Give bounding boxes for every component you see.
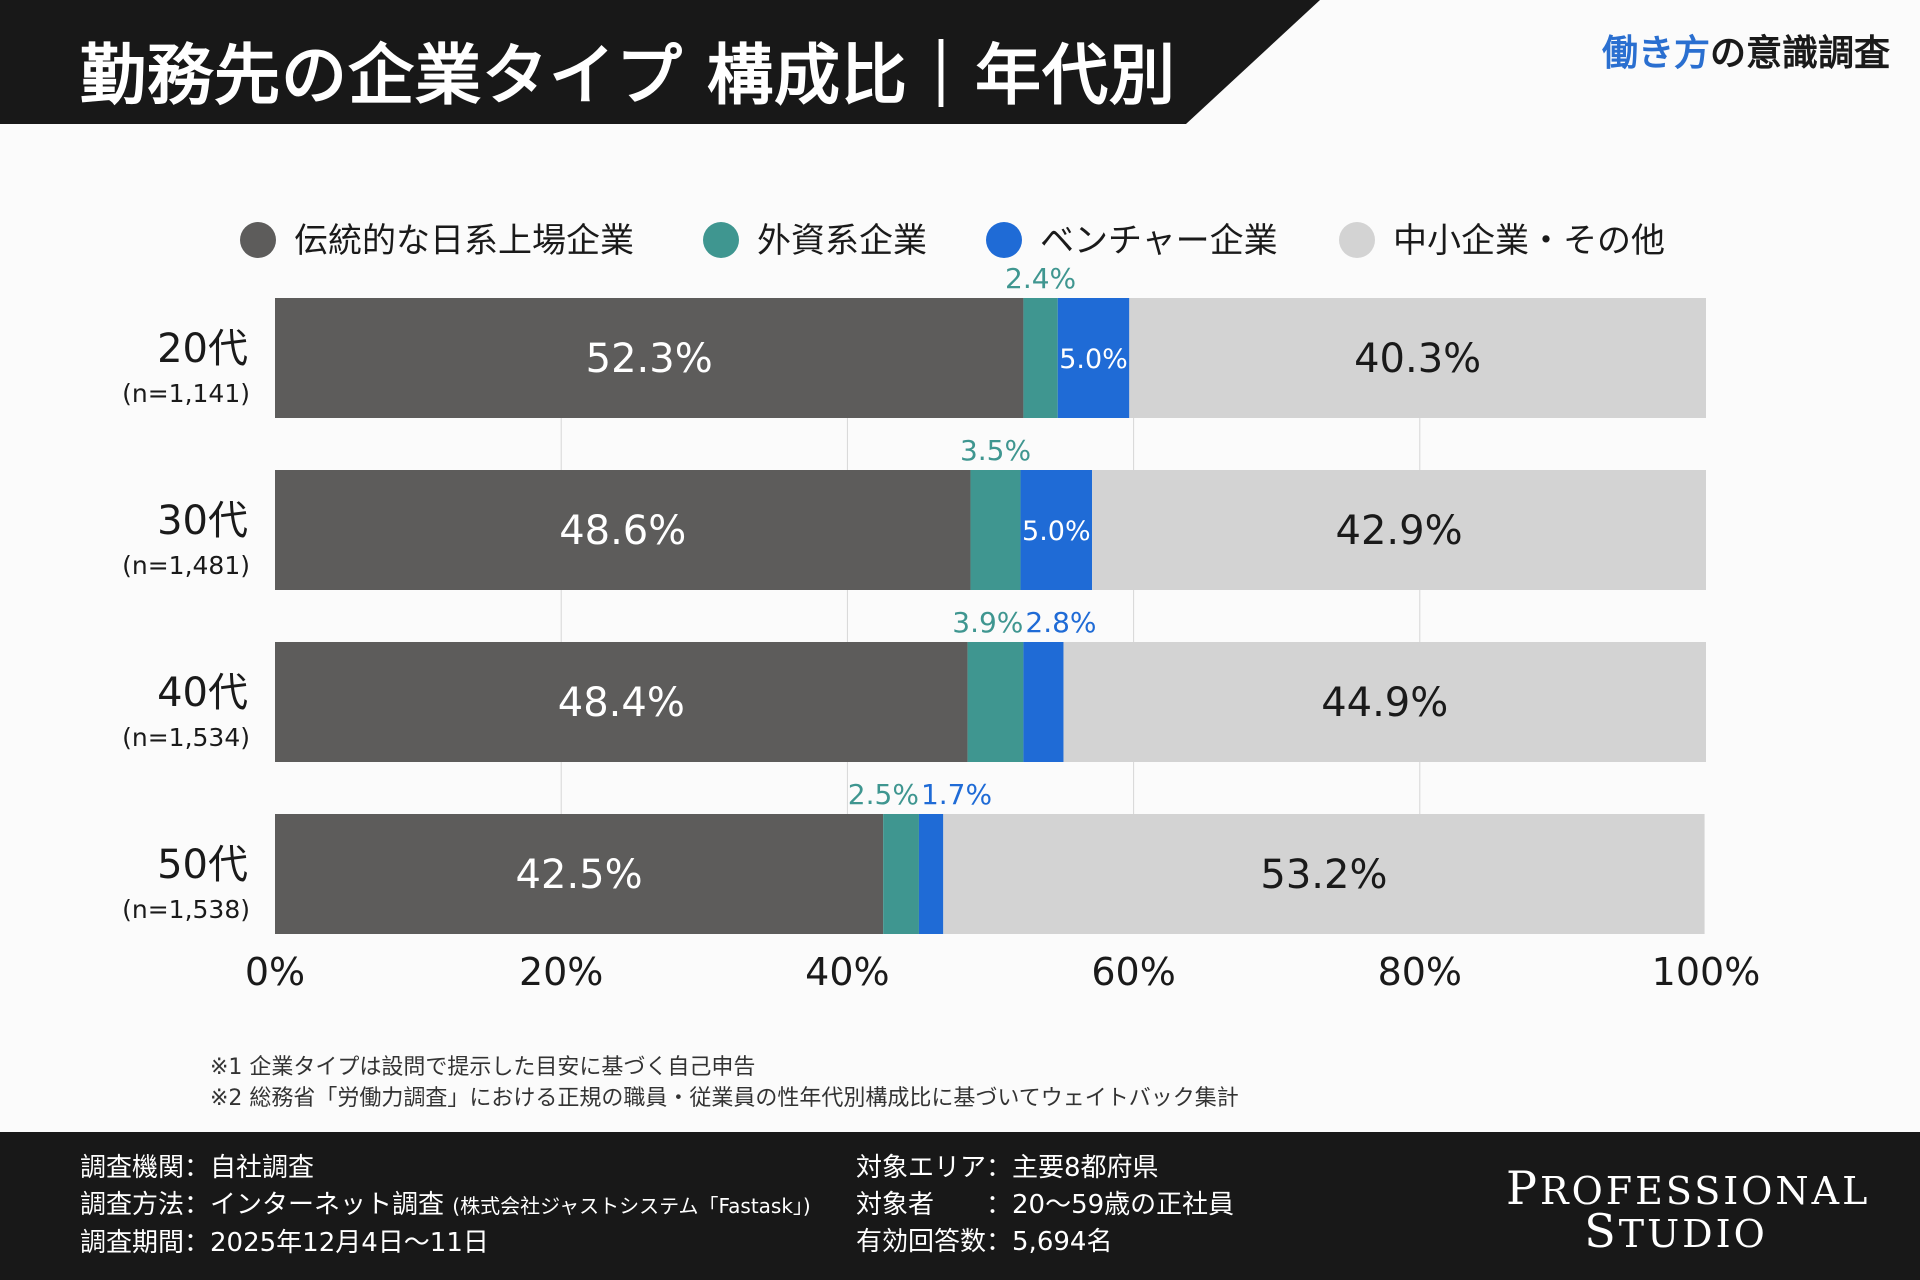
survey-brand: 働き方の意識調査 [1602, 24, 1890, 76]
data-label: 5.0% [1059, 344, 1128, 375]
survey-responses: 有効回答数：5,694名 [856, 1227, 1113, 1257]
data-label: 42.9% [1336, 508, 1463, 554]
survey-target: 対象者 ：20〜59歳の正社員 [856, 1190, 1235, 1220]
survey-info-col-2: 対象エリア：主要8都府県 対象者 ：20〜59歳の正社員 有効回答数：5,694… [856, 1150, 1234, 1261]
x-tick-label: 0% [245, 950, 305, 994]
footnote-2: ※2 総務省「労働力調査」における正規の職員・従業員の性年代別構成比に基づいてウ… [210, 1086, 1239, 1111]
survey-info-footer: 調査機関：自社調査 調査方法：インターネット調査 (株式会社ジャストシステム「F… [0, 1132, 1920, 1280]
data-label: 2.5% [848, 778, 919, 811]
bar-segment [1020, 470, 1093, 590]
data-label: 42.5% [516, 852, 643, 898]
survey-method: 調査方法：インターネット調査 (株式会社ジャストシステム「Fastask」) [80, 1190, 811, 1220]
data-label: 40.3% [1354, 336, 1481, 382]
bar-segment [1023, 298, 1058, 418]
x-tick-label: 40% [805, 950, 889, 994]
survey-area: 対象エリア：主要8都府県 [856, 1153, 1159, 1183]
category-label: 30代 [157, 498, 248, 544]
data-label: 5.0% [1022, 516, 1091, 547]
legend-marker [703, 222, 739, 258]
legend-marker [240, 222, 276, 258]
category-label: 40代 [157, 670, 248, 716]
category-label: 50代 [157, 842, 248, 888]
legend-label: 中小企業・その他 [1393, 221, 1665, 261]
data-label: 44.9% [1321, 680, 1448, 726]
category-label: 20代 [157, 326, 248, 372]
category-n-label: (n=1,538) [122, 895, 250, 924]
bar-segment [275, 814, 884, 934]
bar-segment [967, 642, 1024, 762]
legend-label: 外資系企業 [757, 221, 927, 261]
legend-marker [986, 222, 1022, 258]
data-label: 3.9% [952, 606, 1023, 639]
bar-segment [970, 470, 1021, 590]
bar-segment [275, 642, 968, 762]
bar-segment [1092, 470, 1706, 590]
data-label: 2.8% [1025, 606, 1096, 639]
footnote-1: ※1 企業タイプは設問で提示した目安に基づく自己申告 [210, 1055, 756, 1080]
brand-accent: 働き方 [1601, 33, 1710, 74]
brand-rest: の意識調査 [1709, 33, 1890, 74]
category-n-label: (n=1,141) [122, 379, 250, 408]
survey-org: 調査機関：自社調査 [80, 1153, 315, 1183]
survey-period: 調査期間：2025年12月4日〜11日 [80, 1228, 489, 1258]
legend-label: ベンチャー企業 [1040, 221, 1278, 261]
bar-segment [943, 814, 1705, 934]
legend-marker [1339, 222, 1375, 258]
bar-segment [1023, 642, 1064, 762]
x-tick-label: 60% [1091, 950, 1175, 994]
x-tick-label: 20% [519, 950, 603, 994]
data-label: 48.6% [559, 508, 686, 554]
title-banner [0, 0, 1320, 124]
x-tick-label: 80% [1378, 950, 1462, 994]
legend-label: 伝統的な日系上場企業 [294, 221, 634, 261]
page-title: 勤務先の企業タイプ 構成比｜年代別 [80, 37, 1176, 114]
bar-segment [918, 814, 944, 934]
bar-segment [1129, 298, 1706, 418]
data-label: 2.4% [1005, 262, 1076, 295]
stacked-bar-chart: 伝統的な日系上場企業 外資系企業 ベンチャー企業 中小企業・その他 52.3% 2.4% 5… [122, 221, 1761, 994]
data-label: 53.2% [1260, 852, 1387, 898]
bar-segment [275, 298, 1024, 418]
data-label: 1.7% [921, 778, 992, 811]
bar-segment [1063, 642, 1706, 762]
bar-segment [275, 470, 971, 590]
data-label: 48.4% [558, 680, 685, 726]
x-tick-label: 100% [1652, 950, 1761, 994]
survey-info-col-1: 調査機関：自社調査 調査方法：インターネット調査 (株式会社ジャストシステム「F… [80, 1150, 811, 1262]
professional-studio-logo: PROFESSIONAL STUDIO [1506, 1161, 1871, 1258]
category-n-label: (n=1,534) [122, 723, 250, 752]
category-n-label: (n=1,481) [122, 551, 250, 580]
data-label: 52.3% [586, 336, 713, 382]
footnotes: ※1 企業タイプは設問で提示した目安に基づく自己申告 ※2 総務省「労働力調査」… [210, 1052, 1239, 1114]
bar-segment [1057, 298, 1130, 418]
data-label: 3.5% [960, 434, 1031, 467]
bar-segment [883, 814, 919, 934]
